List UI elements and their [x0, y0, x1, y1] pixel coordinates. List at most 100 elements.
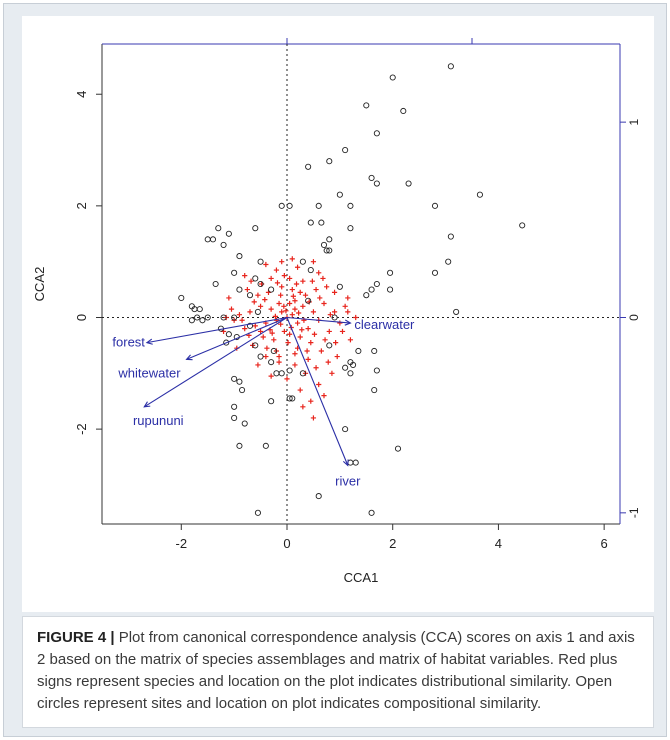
- site-marker: [320, 241, 328, 248]
- species-marker: [269, 330, 275, 336]
- species-marker: [316, 270, 322, 276]
- biplot-arrow-whitewater: [186, 316, 288, 360]
- site-marker: [223, 339, 230, 346]
- site-marker: [400, 107, 407, 115]
- species-marker: [287, 331, 293, 337]
- species-marker: [320, 275, 326, 282]
- site-marker: [331, 314, 338, 321]
- site-marker: [268, 398, 275, 405]
- y-tick-label: 0: [74, 314, 89, 321]
- species-marker: [337, 320, 343, 326]
- species-marker: [287, 275, 293, 282]
- species-marker: [297, 334, 303, 340]
- site-marker: [257, 353, 264, 360]
- x-tick-label: 2: [389, 536, 396, 551]
- species-marker: [300, 278, 306, 284]
- site-marker: [326, 247, 333, 254]
- site-marker: [299, 258, 306, 265]
- species-marker: [311, 331, 318, 337]
- species-marker: [321, 393, 327, 399]
- site-marker: [342, 364, 349, 371]
- site-marker: [246, 292, 254, 299]
- species-marker: [285, 340, 291, 346]
- site-marker: [307, 266, 314, 274]
- site-marker: [373, 280, 380, 288]
- site-marker: [352, 459, 359, 466]
- site-marker: [363, 292, 370, 299]
- site-marker: [286, 367, 293, 374]
- secondary-y-tick-label: 1: [627, 118, 641, 125]
- species-marker: [313, 365, 319, 371]
- species-marker: [278, 292, 284, 298]
- species-marker: [300, 303, 306, 309]
- site-marker: [212, 280, 219, 288]
- site-marker: [278, 202, 285, 209]
- species-marker: [272, 313, 278, 319]
- biplot-arrow-rupununi: [143, 317, 288, 408]
- site-marker: [204, 236, 211, 243]
- species-marker: [279, 259, 285, 265]
- site-marker: [387, 286, 394, 293]
- site-marker: [239, 386, 246, 394]
- site-marker: [188, 317, 195, 324]
- species-marker: [268, 275, 274, 282]
- site-marker: [252, 342, 259, 349]
- species-marker: [281, 303, 287, 309]
- species-marker: [310, 259, 317, 265]
- species-marker: [263, 261, 269, 268]
- arrowhead-river: [342, 459, 349, 467]
- species-marker: [353, 314, 359, 321]
- species-marker: [268, 306, 274, 312]
- species-marker: [251, 299, 257, 305]
- species-marker: [318, 348, 324, 354]
- arrowhead-whitewater: [185, 354, 193, 361]
- species-marker: [242, 273, 248, 279]
- cca-biplot: forestwhitewaterrupununiclearwaterriver …: [32, 38, 641, 585]
- site-marker: [209, 236, 217, 243]
- species-marker: [271, 337, 277, 343]
- caption-text: Plot from canonical correspondence analy…: [37, 629, 635, 712]
- species-marker: [264, 345, 270, 351]
- species-marker: [244, 286, 250, 293]
- species-marker: [294, 264, 301, 270]
- species-marker: [347, 337, 354, 343]
- y-axis-label: CCA2: [32, 267, 47, 302]
- species-marker: [345, 309, 351, 315]
- species-marker: [228, 306, 235, 312]
- species-marker: [278, 321, 284, 327]
- species-marker: [257, 328, 264, 335]
- species-marker: [268, 373, 274, 379]
- species-marker: [292, 351, 298, 357]
- site-marker: [199, 317, 206, 324]
- species-marker: [313, 286, 319, 293]
- site-marker: [363, 102, 370, 109]
- site-marker: [431, 269, 439, 276]
- species-marker: [276, 359, 282, 365]
- figure-panel: forest whitewater rupununi clearwater river …: [3, 3, 667, 737]
- species-marker: [279, 284, 285, 290]
- species-marker: [273, 267, 280, 273]
- species-marker: [305, 356, 311, 362]
- site-marker: [336, 283, 343, 290]
- site-marker: [336, 191, 343, 198]
- site-marker: [368, 509, 375, 516]
- species-marker: [325, 359, 331, 365]
- site-marker: [371, 386, 378, 394]
- species-marker: [299, 327, 305, 333]
- site-marker: [268, 359, 275, 366]
- arrowhead-clearwater: [344, 319, 352, 326]
- site-marker: [231, 403, 238, 410]
- site-marker: [262, 442, 269, 449]
- site-marker: [315, 493, 322, 500]
- site-marker: [231, 375, 238, 382]
- site-marker: [236, 442, 243, 449]
- site-marker: [307, 219, 314, 226]
- species-marker: [300, 404, 306, 410]
- site-marker: [373, 180, 380, 187]
- site-marker: [519, 222, 526, 229]
- site-marker: [225, 230, 232, 237]
- arrow-label-whitewater: whitewater: [117, 365, 181, 380]
- site-marker: [350, 361, 357, 368]
- site-marker: [236, 378, 243, 385]
- species-marker: [248, 278, 254, 284]
